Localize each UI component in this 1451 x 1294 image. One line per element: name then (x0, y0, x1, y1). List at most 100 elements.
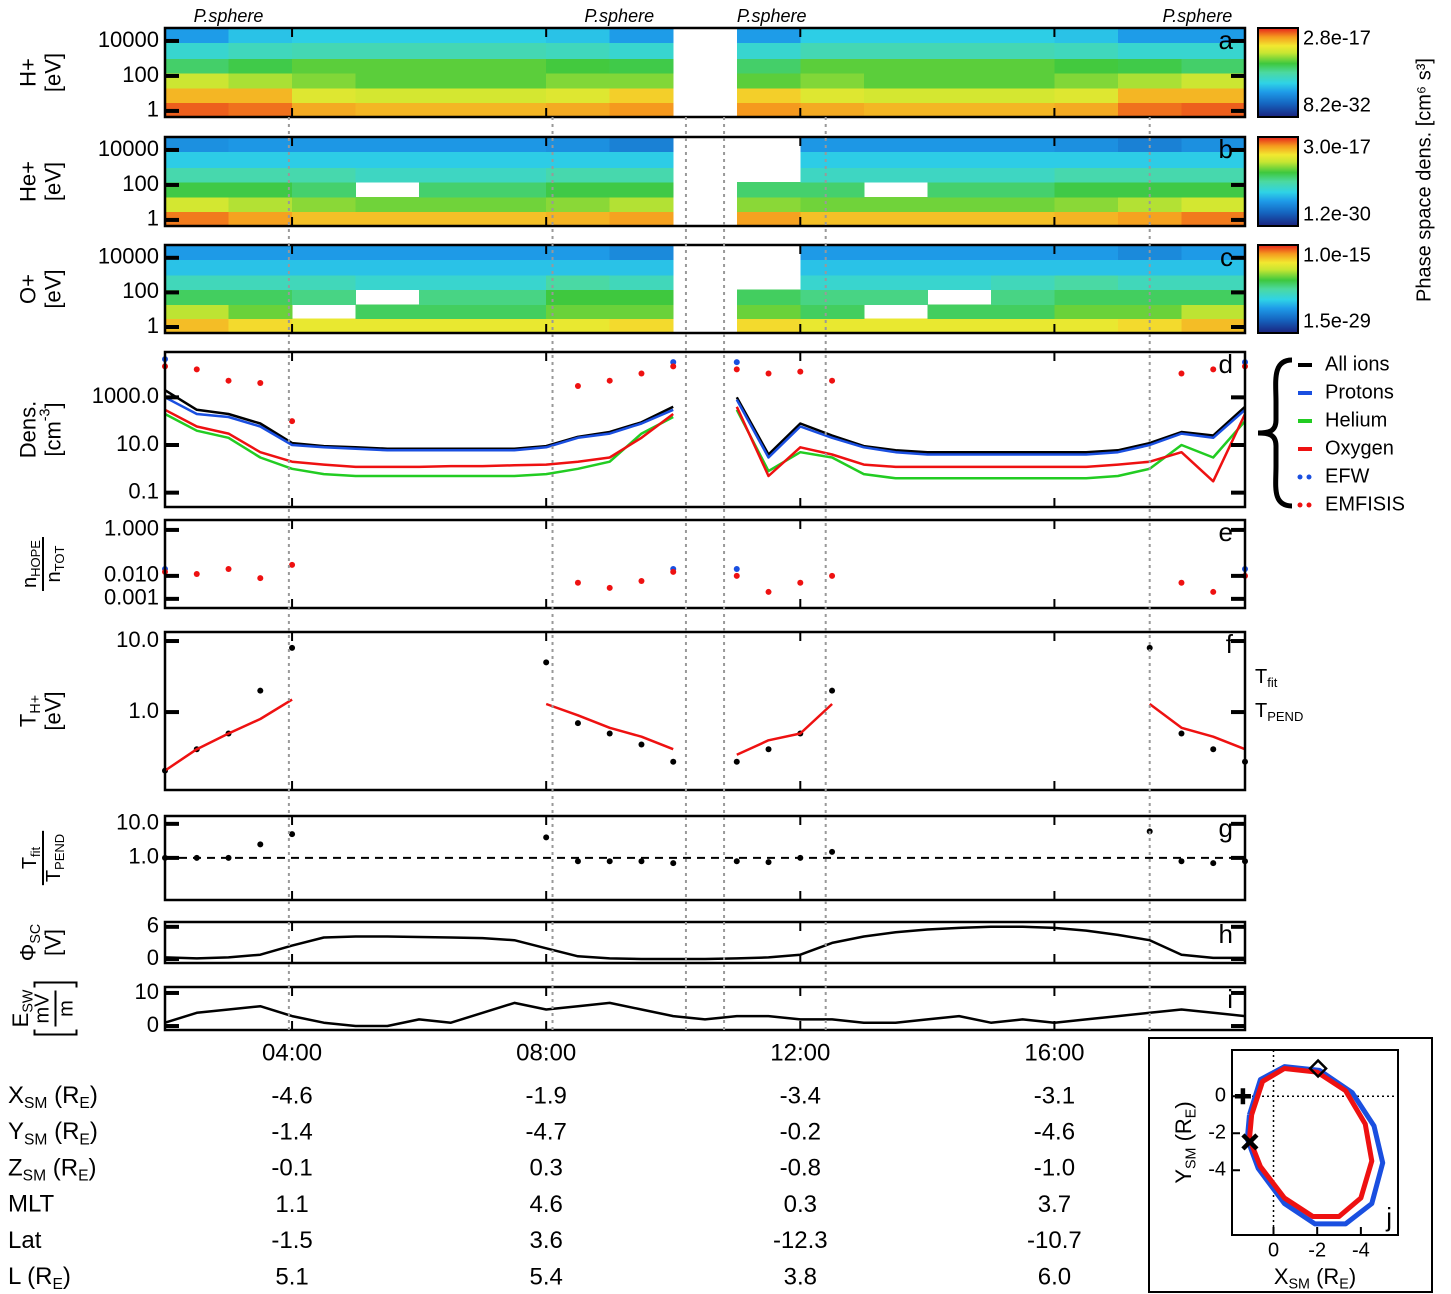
spectrogram-cell (482, 289, 547, 305)
spectrogram-cell (927, 275, 992, 290)
spectrogram-cell (419, 28, 484, 44)
spectrogram-cell (292, 259, 357, 276)
legend-label: Protons (1325, 381, 1394, 403)
spectrogram-cell (292, 167, 357, 183)
label-part: Dens. (15, 401, 40, 458)
spectrogram-cell (1181, 318, 1246, 334)
series-dot (1178, 858, 1185, 865)
spectrogram-cell (609, 102, 674, 118)
spectrogram-cell (482, 259, 547, 276)
spectrogram-cell (927, 88, 992, 104)
colorbar-title: Phase space dens. [cm⁶ s³] (1413, 58, 1435, 302)
y-label-numerator: Tfit (19, 846, 43, 869)
x-tick-label: 12:00 (770, 1039, 830, 1066)
spectrogram-cell (482, 304, 547, 320)
panel-letter: e (1219, 517, 1233, 547)
spectrogram-cell (800, 245, 865, 260)
series-dot (797, 368, 804, 375)
spectrogram-cell (1181, 167, 1246, 183)
spectrogram-cell (355, 197, 420, 213)
label-part: SW (20, 989, 36, 1013)
y-tick-label: 10000 (98, 136, 159, 161)
spectrogram-cell (419, 211, 484, 227)
legend-swatch (1297, 502, 1303, 508)
spectrogram-cell (1054, 88, 1119, 104)
y-tick-label: 1.0 (128, 698, 159, 723)
spectrogram-cell (800, 289, 865, 305)
spectrogram-cell (355, 259, 420, 276)
spectrogram-cell (165, 42, 230, 59)
spectrogram-cell (736, 102, 801, 118)
spectrogram-cell (927, 211, 992, 227)
label-part: ) (88, 1155, 96, 1182)
y-tick-label: 100 (122, 278, 159, 303)
spectrogram-cell (228, 28, 293, 44)
spectrogram-cell (355, 211, 420, 227)
spectrogram-cell (355, 58, 420, 74)
spectrogram-cell (609, 28, 674, 44)
y-label-line: Dens. (15, 401, 40, 458)
spectrogram-cell (990, 88, 1055, 104)
series-dot (574, 858, 581, 865)
spectrogram-cell (863, 151, 928, 168)
spectrogram-cell (419, 259, 484, 276)
spectrogram-cell (800, 88, 865, 104)
spectrogram-cell (1117, 289, 1182, 305)
spectrogram-cell (482, 318, 547, 334)
y-label-denominator: m (56, 1000, 78, 1017)
spectrogram-cell (990, 72, 1055, 89)
annotation: P.sphere (737, 6, 807, 26)
label-part: ] (40, 402, 65, 408)
spectrogram-cell (800, 72, 865, 89)
spectrogram-cell (927, 197, 992, 213)
spectrogram-cell (863, 167, 928, 183)
spectrogram-cell (1054, 72, 1119, 89)
spectrogram-cell (990, 197, 1055, 213)
panel-letter: f (1226, 629, 1234, 659)
series-dot (1210, 366, 1217, 373)
spectrogram-cell (736, 289, 801, 305)
y-label-numerator: mV (32, 993, 54, 1024)
spectrogram-cell (355, 72, 420, 89)
spectrogram-cell (419, 88, 484, 104)
spectrogram-cell (482, 42, 547, 59)
label-part: HOPE (28, 540, 43, 577)
y-label-denominator: nTOT (43, 546, 67, 583)
spectrogram-cell (927, 102, 992, 118)
legend-swatch (1306, 474, 1312, 480)
table-cell: 5.1 (275, 1263, 308, 1290)
spectrogram-cell (228, 275, 293, 290)
table-row-label: Lat (8, 1227, 42, 1254)
table-cell: -1.5 (271, 1227, 312, 1254)
spectrogram-cell (736, 318, 801, 334)
colorbar-tick-label: 2.8e-17 (1303, 27, 1371, 49)
panel-letter: c (1220, 242, 1233, 272)
spectrogram-cell (165, 318, 230, 334)
spectrogram-cell (1181, 42, 1246, 59)
spectrogram-cell (546, 102, 611, 118)
annotation: P.sphere (1162, 6, 1232, 26)
label-part: ) (90, 1119, 98, 1146)
label-part: T (43, 870, 65, 882)
legend-label: Tfit (1255, 666, 1278, 690)
y-label-line: He+ (15, 161, 40, 202)
spectrogram-cell (419, 151, 484, 168)
spectrogram-cell (482, 211, 547, 227)
spectrogram-cell (228, 318, 293, 334)
spectrogram-cell (800, 304, 865, 320)
series-dot (765, 588, 772, 595)
y-tick-label: 1000.0 (92, 383, 159, 408)
spectrogram-cell (482, 88, 547, 104)
table-row-label: XSM (RE) (8, 1082, 98, 1112)
label-part: TOT (52, 546, 67, 572)
series-dot (638, 577, 645, 584)
spectrogram-cell (800, 151, 865, 168)
spectrogram-cell (1054, 275, 1119, 290)
spectrogram-cell (292, 88, 357, 104)
label-part: E (79, 1132, 89, 1149)
y-label-line: H+ (15, 58, 40, 87)
y-tick-label: 0 (147, 1012, 159, 1037)
spectrogram-cell (355, 28, 420, 44)
label-part: H+ (15, 58, 40, 87)
